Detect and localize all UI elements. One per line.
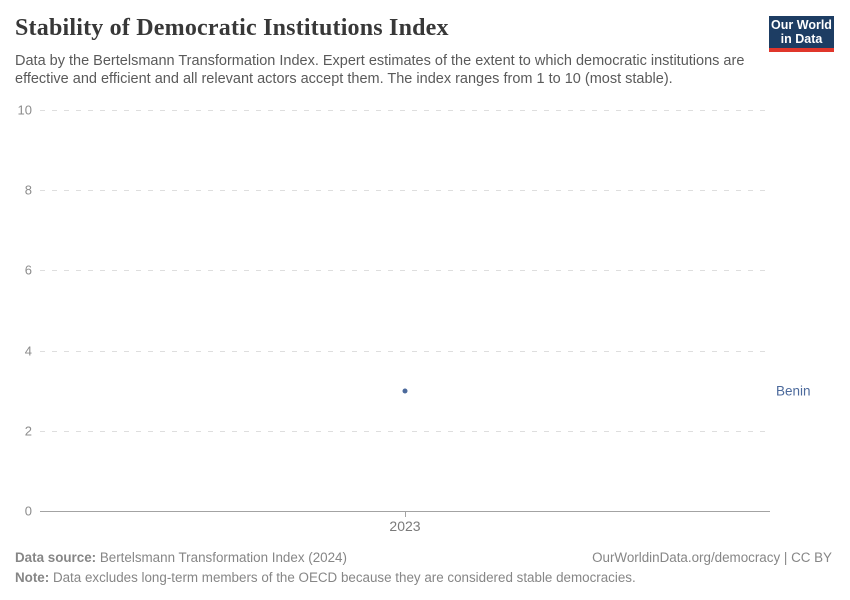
y-tick-label: 2 [24,423,32,439]
y-tick-label: 4 [24,343,32,359]
note-value: Data excludes long-term members of the O… [49,570,636,586]
y-tick-label: 6 [24,262,32,278]
chart-subtitle: Data by the Bertelsmann Transformation I… [15,53,745,88]
owid-logo-line1: Our World [771,17,832,32]
x-tick-mark [405,511,406,517]
chart-footer: Data source: Bertelsmann Transformation … [15,548,832,588]
page-title: Stability of Democratic Institutions Ind… [15,15,449,41]
footer-source-row: Data source: Bertelsmann Transformation … [15,548,832,567]
credit-link[interactable]: OurWorldinData.org/democracy | CC BY [592,550,832,565]
entity-label-benin[interactable]: Benin [776,383,811,399]
data-source-text: Data source: Bertelsmann Transformation … [15,548,347,567]
y-gridline [40,430,770,432]
y-gridline [40,190,770,192]
y-gridline [40,270,770,272]
y-gridline [40,350,770,352]
data-source-value: Bertelsmann Transformation Index (2024) [96,550,347,565]
owid-logo[interactable]: Our World in Data [769,16,834,52]
y-gridline [40,110,770,111]
data-source-label: Data source: [15,550,97,565]
data-point-benin[interactable] [402,388,408,394]
y-tick-label: 8 [24,182,32,198]
y-tick-label: 10 [17,102,32,118]
footer-note-row: Note: Data excludes long-term members of… [15,568,832,587]
note-text: Note: Data excludes long-term members of… [15,568,636,587]
owid-logo-line2: in Data [780,32,823,46]
x-tick-label: 2023 [389,518,421,534]
y-tick-label: 0 [24,503,32,519]
note-label: Note: [15,570,50,586]
